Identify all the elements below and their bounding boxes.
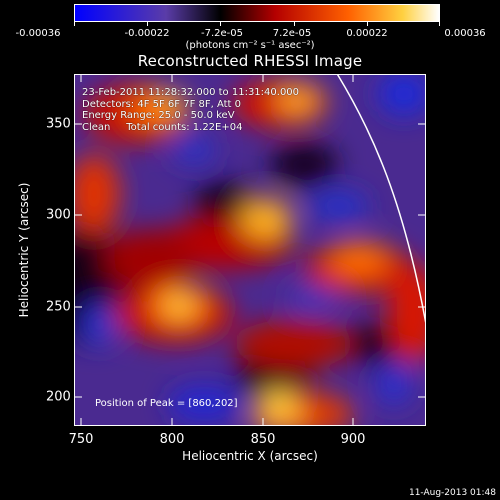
- y-tick-label: 250: [46, 299, 71, 315]
- energy-range: Energy Range: 25.0 - 50.0 keV: [82, 110, 235, 121]
- x-tick-label: 900: [340, 432, 366, 447]
- image-title: Reconstructed RHESSI Image: [137, 52, 363, 70]
- x-tick-label: 850: [250, 432, 276, 447]
- colorbar-label: -0.00036: [15, 28, 61, 39]
- y-tick-label: 200: [46, 389, 71, 405]
- colorbar-tick: [439, 22, 440, 26]
- x-tick-label: 750: [68, 432, 94, 447]
- x-axis-label: Heliocentric X (arcsec): [182, 449, 318, 463]
- creation-date: 11-Aug-2013 01:48: [408, 488, 496, 498]
- x-tick-label: 800: [159, 432, 185, 447]
- detectors: Detectors: 4F 5F 6F 7F 8F, Att 0: [82, 98, 242, 110]
- colorbar: [74, 4, 440, 22]
- colorbar-tick: [294, 22, 295, 26]
- colorbar-label: 0.00036: [444, 28, 486, 39]
- y-tick-label: 350: [46, 116, 71, 132]
- x-ticks: [80, 74, 354, 426]
- solar-limb-line: [336, 74, 426, 325]
- observation-info: 23-Feb-2011 11:28:32.000 to 11:31:40.000…: [82, 87, 299, 133]
- colorbar-gradient: [75, 5, 439, 21]
- rhessi-image-plot: [74, 74, 426, 426]
- colorbar-unit: (photons cm⁻² s⁻¹ asec⁻²): [185, 40, 315, 51]
- y-tick-label: 300: [46, 207, 71, 223]
- colorbar-tick: [367, 22, 368, 26]
- image-blobs: [74, 74, 426, 426]
- colorbar-label: 0.00022: [346, 28, 388, 39]
- plot-frame: [74, 74, 426, 426]
- colorbar-label: -0.00022: [124, 28, 170, 39]
- clean-info: Clean Total counts: 1.22E+04: [82, 121, 243, 133]
- colorbar-tick: [74, 22, 75, 26]
- colorbar-label: 7.2e-05: [272, 28, 312, 39]
- colorbar-tick: [147, 22, 148, 26]
- peak-position: Position of Peak = [860,202]: [95, 398, 238, 409]
- time-range: 23-Feb-2011 11:28:32.000 to 11:31:40.000: [82, 87, 300, 98]
- y-axis-label: Heliocentric Y (arcsec): [17, 182, 31, 318]
- colorbar-label: -7.2e-05: [201, 28, 243, 39]
- colorbar-tick: [220, 22, 221, 26]
- y-ticks: [74, 123, 426, 398]
